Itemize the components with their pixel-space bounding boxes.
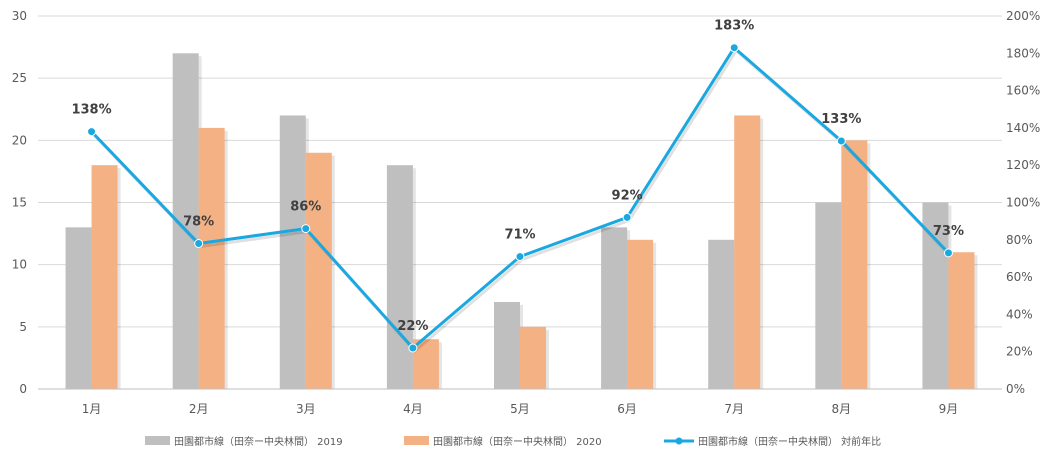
right-tick-label: 120% <box>1006 158 1040 172</box>
ratio-point <box>87 127 97 137</box>
x-tick-label: 8月 <box>832 402 852 416</box>
right-tick-label: 180% <box>1006 46 1040 60</box>
right-tick-label: 40% <box>1006 307 1033 321</box>
x-tick-label: 2月 <box>189 402 209 416</box>
ratio-line-series <box>87 43 953 353</box>
bar <box>627 239 654 389</box>
bar <box>91 165 118 389</box>
ratio-data-label: 92% <box>612 188 643 203</box>
left-tick-label: 30 <box>12 9 27 23</box>
bar <box>386 165 413 389</box>
ratio-data-label: 86% <box>290 200 321 215</box>
ratio-point <box>408 343 418 353</box>
right-tick-label: 20% <box>1006 345 1033 359</box>
right-tick-label: 0% <box>1006 382 1025 396</box>
right-tick-label: 100% <box>1006 196 1040 210</box>
right-axis: 0% 20% 40% 60% 80% 100% 120% 140% 160% 180% 200% <box>1006 9 1040 396</box>
bar <box>601 227 628 389</box>
ratio-data-label: 78% <box>183 215 214 230</box>
legend-swatch <box>145 436 170 445</box>
ratio-point <box>836 136 846 146</box>
legend-label: 田園都市線（田奈ー中央林間） 2019 <box>174 435 343 448</box>
right-tick-label: 60% <box>1006 270 1033 284</box>
x-axis: 1月 2月 3月 4月 5月 6月 7月 8月 9月 <box>38 388 1002 416</box>
bar <box>65 227 92 389</box>
bar <box>841 140 868 389</box>
ratio-point <box>194 239 204 249</box>
bar <box>815 202 842 389</box>
left-tick-label: 25 <box>12 71 27 85</box>
x-tick-label: 7月 <box>724 402 744 416</box>
data-labels: 138% 78% 86% 22% 71% 92% 183% 133% 73% <box>71 19 964 334</box>
left-tick-label: 15 <box>12 196 27 210</box>
legend: 田園都市線（田奈ー中央林間） 2019 田園都市線（田奈ー中央林間） 2020 田園… <box>145 435 881 448</box>
ratio-data-label: 138% <box>71 103 111 118</box>
ratio-data-label: 22% <box>397 319 428 334</box>
left-tick-label: 10 <box>12 258 27 272</box>
bar <box>922 202 949 389</box>
left-tick-label: 0 <box>19 382 27 396</box>
x-tick-label: 1月 <box>82 402 102 416</box>
ratio-data-label: 183% <box>714 19 754 34</box>
x-tick-label: 3月 <box>296 402 316 416</box>
right-tick-label: 80% <box>1006 233 1033 247</box>
x-tick-label: 5月 <box>510 402 530 416</box>
ratio-point <box>943 248 953 258</box>
ratio-data-label: 133% <box>821 112 861 127</box>
legend-label: 田園都市線（田奈ー中央林間） 対前年比 <box>698 435 881 448</box>
x-tick-label: 9月 <box>939 402 959 416</box>
legend-label: 田園都市線（田奈ー中央林間） 2020 <box>433 435 602 448</box>
ratio-data-label: 73% <box>933 224 964 239</box>
left-tick-label: 5 <box>19 320 27 334</box>
bar <box>279 115 306 389</box>
ratio-point <box>622 212 632 222</box>
x-tick-label: 4月 <box>403 402 423 416</box>
bar <box>520 326 546 389</box>
x-tick-label: 6月 <box>617 402 637 416</box>
bar <box>305 152 332 389</box>
legend-swatch <box>404 436 429 445</box>
ratio-data-label: 71% <box>504 228 535 243</box>
ratio-point <box>301 224 311 234</box>
right-tick-label: 160% <box>1006 84 1040 98</box>
bar <box>708 239 735 389</box>
left-tick-label: 20 <box>12 133 27 147</box>
right-tick-label: 140% <box>1006 121 1040 135</box>
left-axis: 0 5 10 15 20 25 30 <box>12 9 27 396</box>
bar <box>494 301 520 389</box>
legend-swatch-marker <box>675 437 683 445</box>
right-tick-label: 200% <box>1006 9 1040 23</box>
bar <box>734 115 761 389</box>
bar <box>948 252 975 389</box>
ratio-point <box>515 252 525 262</box>
ratio-point <box>729 43 739 53</box>
bar <box>198 127 225 390</box>
